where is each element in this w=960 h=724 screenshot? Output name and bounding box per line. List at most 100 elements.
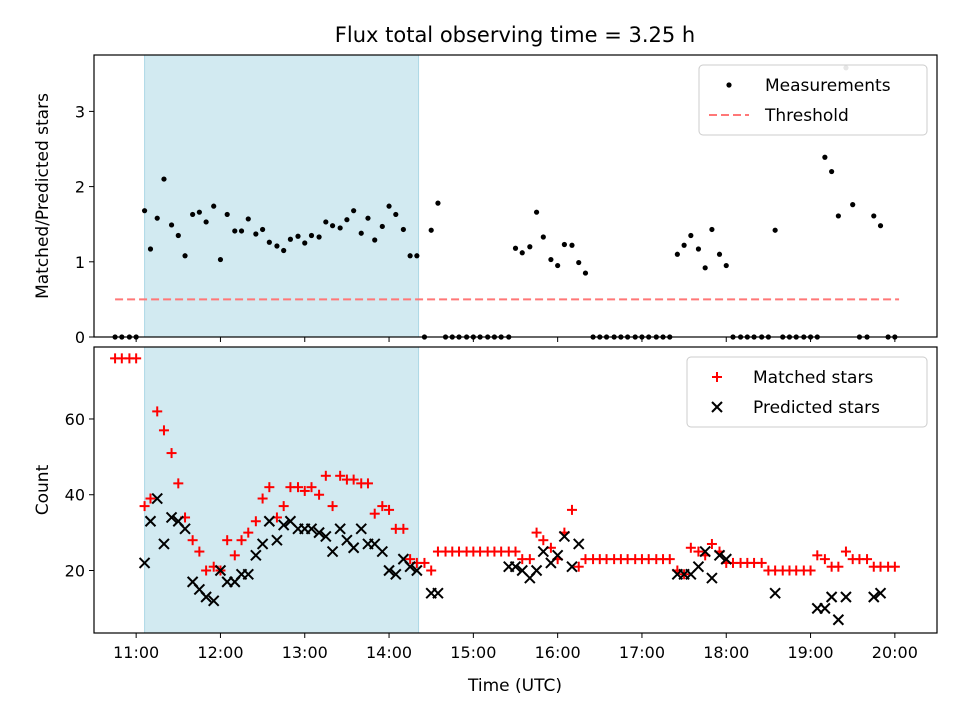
marker-stroke [530, 564, 543, 577]
matched-star-marker [327, 501, 338, 512]
matched-star-marker [419, 557, 430, 568]
matched-star-marker [756, 557, 767, 568]
marker-stroke [390, 568, 402, 580]
marker-stroke [165, 511, 178, 524]
marker-stroke [214, 564, 227, 577]
marker-stroke [250, 549, 262, 562]
measurement-point [295, 233, 301, 239]
measurement-point [709, 226, 715, 233]
marker-stroke [263, 515, 276, 527]
predicted-star-marker [551, 549, 564, 562]
measurement-point [245, 216, 251, 222]
measurement-point [716, 251, 723, 257]
marker-stroke [383, 564, 395, 577]
marker-stroke [151, 492, 163, 505]
y-tick-label: 3 [75, 102, 85, 121]
matched-star-marker [664, 554, 675, 565]
predicted-star-marker [277, 519, 290, 531]
matched-star-marker [222, 535, 233, 546]
marker-stroke [277, 519, 290, 531]
matched-star-marker [398, 523, 409, 534]
predicted-star-marker [376, 545, 389, 558]
measurement-point [561, 241, 567, 248]
y-axis-label: Matched/Predicted stars [33, 93, 53, 299]
x-tick-label: 11:00 [113, 643, 159, 662]
x-tick-label: 17:00 [619, 643, 665, 662]
matched-star-marker [524, 554, 535, 565]
measurement-point [287, 236, 294, 242]
predicted-star-marker [151, 492, 163, 505]
measurement-point [393, 211, 399, 218]
y-tick-label: 20 [65, 561, 85, 580]
measurement-point [414, 253, 420, 259]
matched-star-marker [158, 425, 169, 436]
measurement-point [569, 242, 575, 248]
marker-stroke [840, 591, 852, 603]
matched-star-marker [405, 554, 416, 565]
marker-stroke [347, 542, 360, 554]
marker-stroke [284, 515, 297, 527]
measurement-point [386, 203, 392, 209]
marker-stroke [207, 595, 220, 607]
measurement-point [582, 270, 589, 276]
measurement-point [365, 215, 371, 221]
measurement-point [372, 237, 378, 243]
measurement-point [829, 168, 835, 175]
measurement-point [540, 234, 546, 240]
measurement-point [329, 223, 336, 229]
measurement-point [203, 219, 209, 225]
measurement-point [519, 250, 525, 256]
measurement-point [850, 202, 856, 208]
matched-star-marker [139, 501, 150, 512]
predicted-star-marker [537, 545, 550, 558]
matched-star-marker [229, 550, 240, 561]
marker-stroke [558, 530, 571, 543]
marker-stroke [326, 545, 339, 558]
predicted-star-marker [404, 561, 416, 573]
marker-stroke [193, 583, 206, 596]
marker-stroke [551, 549, 564, 562]
x-tick-label: 14:00 [366, 643, 412, 662]
measurement-point [533, 209, 540, 215]
legend: Measurements Threshold [698, 64, 928, 136]
matched-star-marker [819, 554, 830, 565]
marker-stroke [825, 591, 838, 603]
measurement-point [772, 227, 778, 233]
marker-stroke [179, 523, 191, 535]
predicted-star-marker [250, 549, 262, 562]
measurement-point [161, 176, 167, 182]
measurement-point [407, 253, 413, 259]
matched-star-marker [538, 535, 549, 546]
predicted-star-marker [832, 614, 845, 626]
measurement-point [379, 223, 385, 230]
y-tick-label: 1 [75, 253, 85, 272]
predicted-star-marker [383, 564, 395, 577]
measurement-point [196, 209, 202, 215]
measurement-point [822, 154, 828, 160]
marker-stroke [397, 553, 410, 565]
matched-star-marker [712, 372, 722, 382]
measurement-point [400, 226, 406, 233]
marker-stroke [376, 545, 389, 558]
matched-star-marker [320, 470, 331, 481]
y-axis-label: Count [33, 464, 53, 515]
marker-stroke [713, 549, 726, 562]
matched-star-marker [335, 470, 346, 481]
x-tick-label: 16:00 [535, 643, 581, 662]
predicted-star-marker [138, 557, 151, 569]
predicted-star-marker [144, 515, 157, 527]
marker-stroke [566, 561, 578, 573]
observing-window-shade [144, 54, 420, 338]
ratio-panel: 0 1 2 3 Matched/Predicted stars Measurements T… [33, 54, 938, 347]
matched-star-marker [377, 501, 388, 512]
measurement-point [232, 228, 238, 234]
predicted-star-marker [874, 587, 887, 599]
marker-stroke [271, 534, 283, 546]
legend-box [698, 64, 928, 136]
measurement-point [190, 211, 196, 218]
marker-stroke [305, 523, 318, 535]
measurement-point [168, 222, 175, 228]
x-axis-label: Time (UTC) [467, 676, 562, 696]
measurement-point [351, 208, 357, 214]
matched-star-marker [243, 527, 254, 538]
